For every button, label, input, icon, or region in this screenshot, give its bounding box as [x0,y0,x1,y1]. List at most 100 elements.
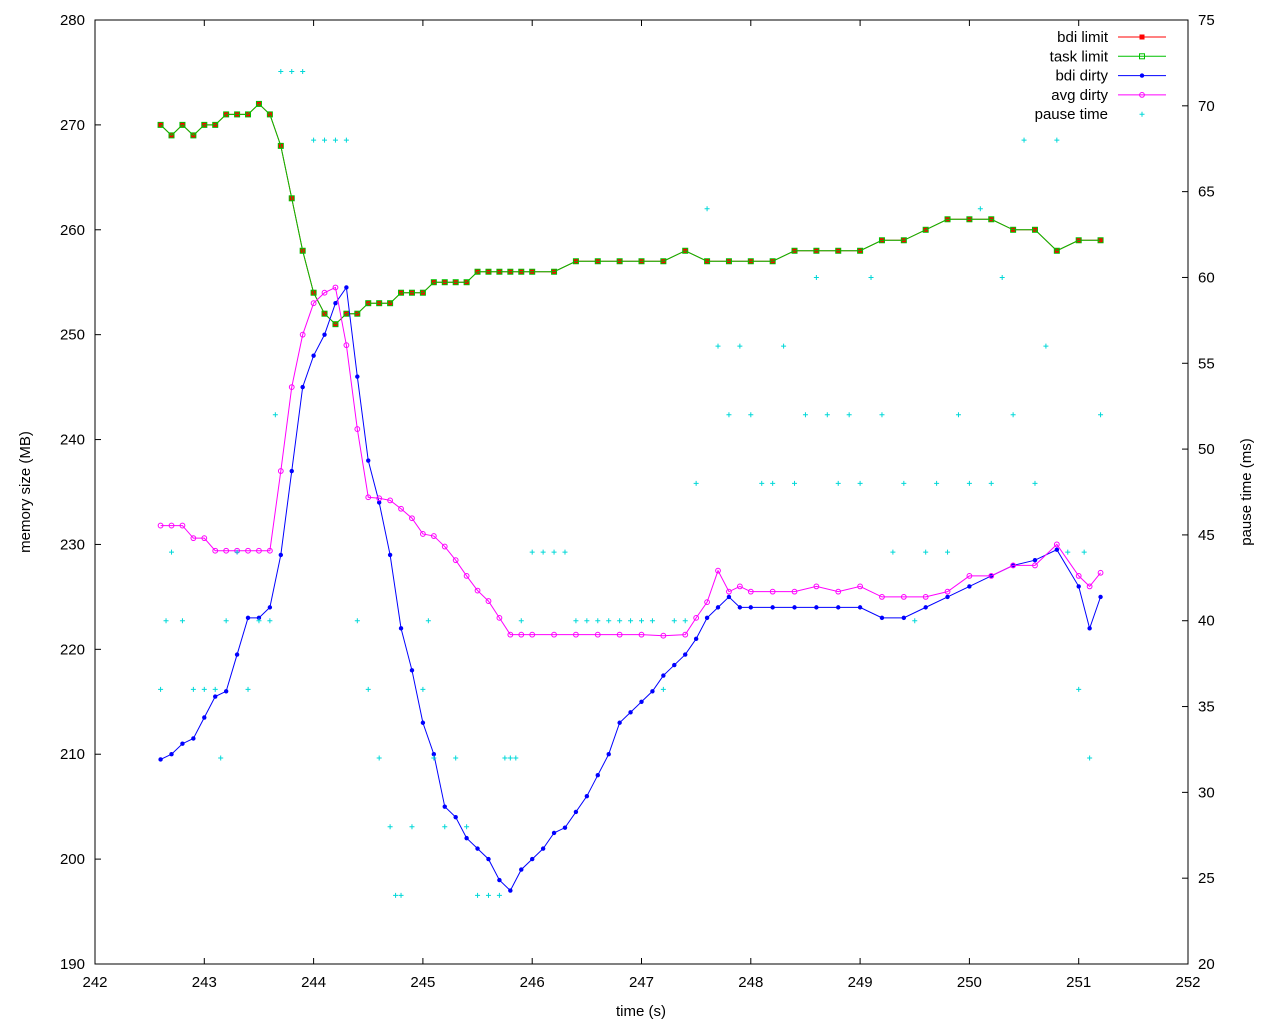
data-point-pause-time [945,549,951,555]
data-point-task-limit [474,268,481,275]
data-point-pause-time [300,68,306,74]
data-point-pause-time [693,480,699,486]
y2-tick-label: 20 [1198,956,1215,973]
y-tick-label: 270 [60,117,85,134]
data-point-pause-time [1032,480,1038,486]
data-point-task-limit [900,237,907,244]
x-tick-label: 246 [520,974,545,991]
data-point-avg-dirty [441,543,448,550]
data-point-task-limit [365,300,372,307]
data-point-task-limit [354,310,361,317]
data-point-avg-dirty [266,547,273,554]
data-point-bdi-dirty [530,856,535,862]
data-point-bdi-dirty [683,652,688,657]
data-point-task-limit [343,310,350,317]
data-point-avg-dirty [201,535,208,542]
data-point-task-limit [638,258,645,265]
data-point-avg-dirty [638,631,645,638]
x-tick-label: 244 [301,974,326,991]
data-point-avg-dirty [1086,583,1093,590]
data-point-pause-time [682,618,688,624]
data-point-pause-time [726,412,732,418]
y-tick-label: 190 [60,956,85,973]
y2-tick-label: 55 [1198,355,1215,372]
data-point-bdi-dirty [650,689,655,694]
data-point-avg-dirty [682,631,689,638]
data-point-bdi-dirty [967,584,972,589]
data-point-task-limit [310,289,317,296]
data-point-bdi-dirty [409,668,415,673]
data-point-bdi-dirty [661,673,666,678]
data-point-pause-time [393,892,399,898]
data-point-pause-time [1054,137,1060,143]
y-tick-label: 220 [60,641,85,658]
data-point-avg-dirty [1097,569,1104,576]
data-point-task-limit [452,279,459,286]
data-point-pause-time [234,549,240,555]
data-point-avg-dirty [420,531,426,537]
data-point-pause-time [212,686,218,692]
data-point-task-limit [419,289,426,296]
data-point-pause-time [513,755,519,761]
data-point-task-limit [682,247,689,254]
y-tick-label: 230 [60,536,85,553]
data-point-pause-time [934,480,940,486]
data-point-pause-time [529,549,535,555]
data-point-task-limit [922,226,929,233]
data-point-avg-dirty [299,331,306,338]
data-point-bdi-dirty [737,605,743,610]
data-point-avg-dirty [245,547,251,554]
data-point-pause-time [562,549,568,555]
data-point-avg-dirty [256,547,262,554]
data-point-task-limit [813,247,820,254]
data-point-task-limit [234,111,241,118]
data-point-bdi-dirty [333,301,338,306]
data-point-pause-time [485,892,491,898]
data-point-task-limit [791,247,798,254]
data-point-task-limit [441,279,448,286]
data-point-task-limit [835,247,842,254]
data-point-bdi-dirty [1098,594,1103,600]
data-point-bdi-dirty [387,552,393,558]
data-point-task-limit [190,132,197,139]
data-point-avg-dirty [660,632,667,639]
data-point-pause-time [267,618,273,624]
data-point-bdi-dirty [355,374,360,379]
data-point-pause-time [163,618,169,624]
data-point-bdi-dirty [901,615,907,621]
data-point-pause-time [442,824,448,830]
y2-tick-label: 30 [1198,784,1215,801]
data-point-task-limit [1031,226,1038,233]
data-point-bdi-dirty [180,741,185,746]
data-point-pause-time [1010,412,1016,418]
data-point-task-limit [594,258,601,265]
data-point-bdi-dirty [715,605,721,610]
data-point-task-limit [747,258,754,265]
data-point-avg-dirty [966,573,973,579]
data-point-avg-dirty [332,284,339,291]
data-point-pause-time [628,618,634,624]
data-point-avg-dirty [573,631,579,638]
data-point-pause-time [977,206,983,212]
data-point-task-limit [288,195,295,202]
data-point-bdi-dirty [289,468,294,474]
y-tick-label: 200 [60,851,85,868]
data-point-task-limit [725,258,732,265]
data-point-bdi-dirty [256,615,262,621]
data-point-pause-time [824,412,830,418]
data-point-task-limit [1010,226,1017,233]
data-point-avg-dirty [900,593,907,600]
x-tick-label: 250 [957,974,982,991]
y2-tick-label: 50 [1198,441,1215,458]
plot-frame [94,19,1189,965]
data-point-task-limit [572,258,579,265]
data-point-avg-dirty [529,631,536,638]
data-point-pause-time [1076,686,1082,692]
x-tick-label: 252 [1175,974,1200,991]
data-point-avg-dirty [485,598,492,604]
data-point-pause-time [272,412,278,418]
data-point-avg-dirty [190,535,197,542]
y2-tick-label: 40 [1198,613,1215,630]
data-point-pause-time [507,755,513,761]
data-point-pause-time [1043,343,1049,349]
